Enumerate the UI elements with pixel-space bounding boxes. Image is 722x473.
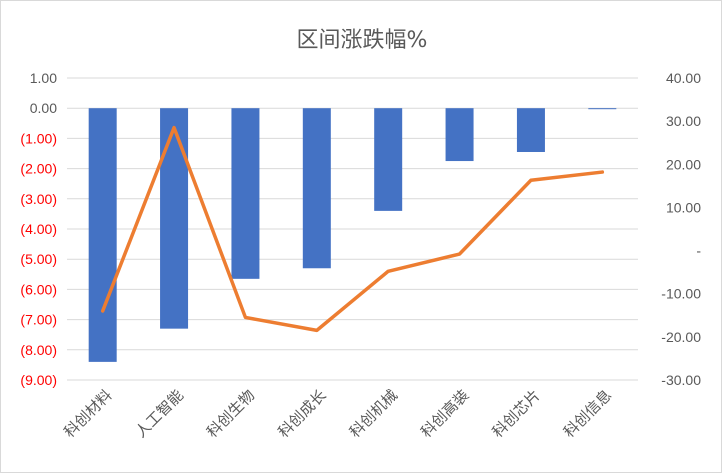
- left-tick-label: (2.00): [20, 161, 57, 177]
- category-label: 人工智能: [132, 386, 187, 441]
- right-tick-label: 10.00: [666, 199, 701, 215]
- category-label: 科创材料: [60, 386, 115, 441]
- category-label: 科创成长: [274, 386, 329, 441]
- category-label: 科创芯片: [489, 386, 544, 441]
- right-tick-label: -: [696, 243, 701, 259]
- right-tick-label: -30.00: [661, 372, 701, 388]
- left-tick-label: (1.00): [20, 130, 57, 146]
- bar: [160, 108, 189, 329]
- right-tick-label: -20.00: [661, 329, 701, 345]
- left-tick-label: 1.00: [30, 70, 57, 86]
- bar: [88, 108, 117, 362]
- category-label: 科创生物: [203, 386, 258, 441]
- left-tick-label: (9.00): [20, 372, 57, 388]
- left-axis-ticks: 1.00 0.00 (1.00) (2.00) (3.00) (4.00) (5.00) (6…: [20, 70, 57, 388]
- bar-series: [88, 108, 617, 362]
- chart-title: 区间涨跌幅%: [297, 28, 428, 53]
- bar: [231, 108, 260, 279]
- category-label: 科创机械: [346, 386, 401, 441]
- left-tick-label: (5.00): [20, 251, 57, 267]
- bar: [445, 108, 474, 162]
- category-label: 科创高装: [417, 386, 472, 441]
- left-tick-label: (3.00): [20, 191, 57, 207]
- line-path: [100, 125, 605, 333]
- right-tick-label: -10.00: [661, 286, 701, 302]
- line-series: [100, 125, 605, 333]
- right-tick-label: 30.00: [666, 113, 701, 129]
- bar: [588, 108, 617, 110]
- right-axis-ticks: 40.00 30.00 20.00 10.00 - -10.00 -20.00 -30.00: [661, 70, 701, 388]
- gridlines: [67, 77, 638, 381]
- bar: [302, 108, 331, 269]
- left-tick-label: (7.00): [20, 312, 57, 328]
- left-tick-label: (8.00): [20, 342, 57, 358]
- category-labels: 科创材料 人工智能 科创生物 科创成长 科创机械 科创高装 科创芯片 科创信息: [60, 386, 615, 441]
- bar: [374, 108, 403, 211]
- left-tick-label: (4.00): [20, 221, 57, 237]
- right-tick-label: 20.00: [666, 156, 701, 172]
- category-label: 科创信息: [560, 386, 615, 441]
- left-tick-label: 0.00: [30, 100, 57, 116]
- bar: [516, 108, 545, 152]
- left-tick-label: (6.00): [20, 281, 57, 297]
- right-tick-label: 40.00: [666, 70, 701, 86]
